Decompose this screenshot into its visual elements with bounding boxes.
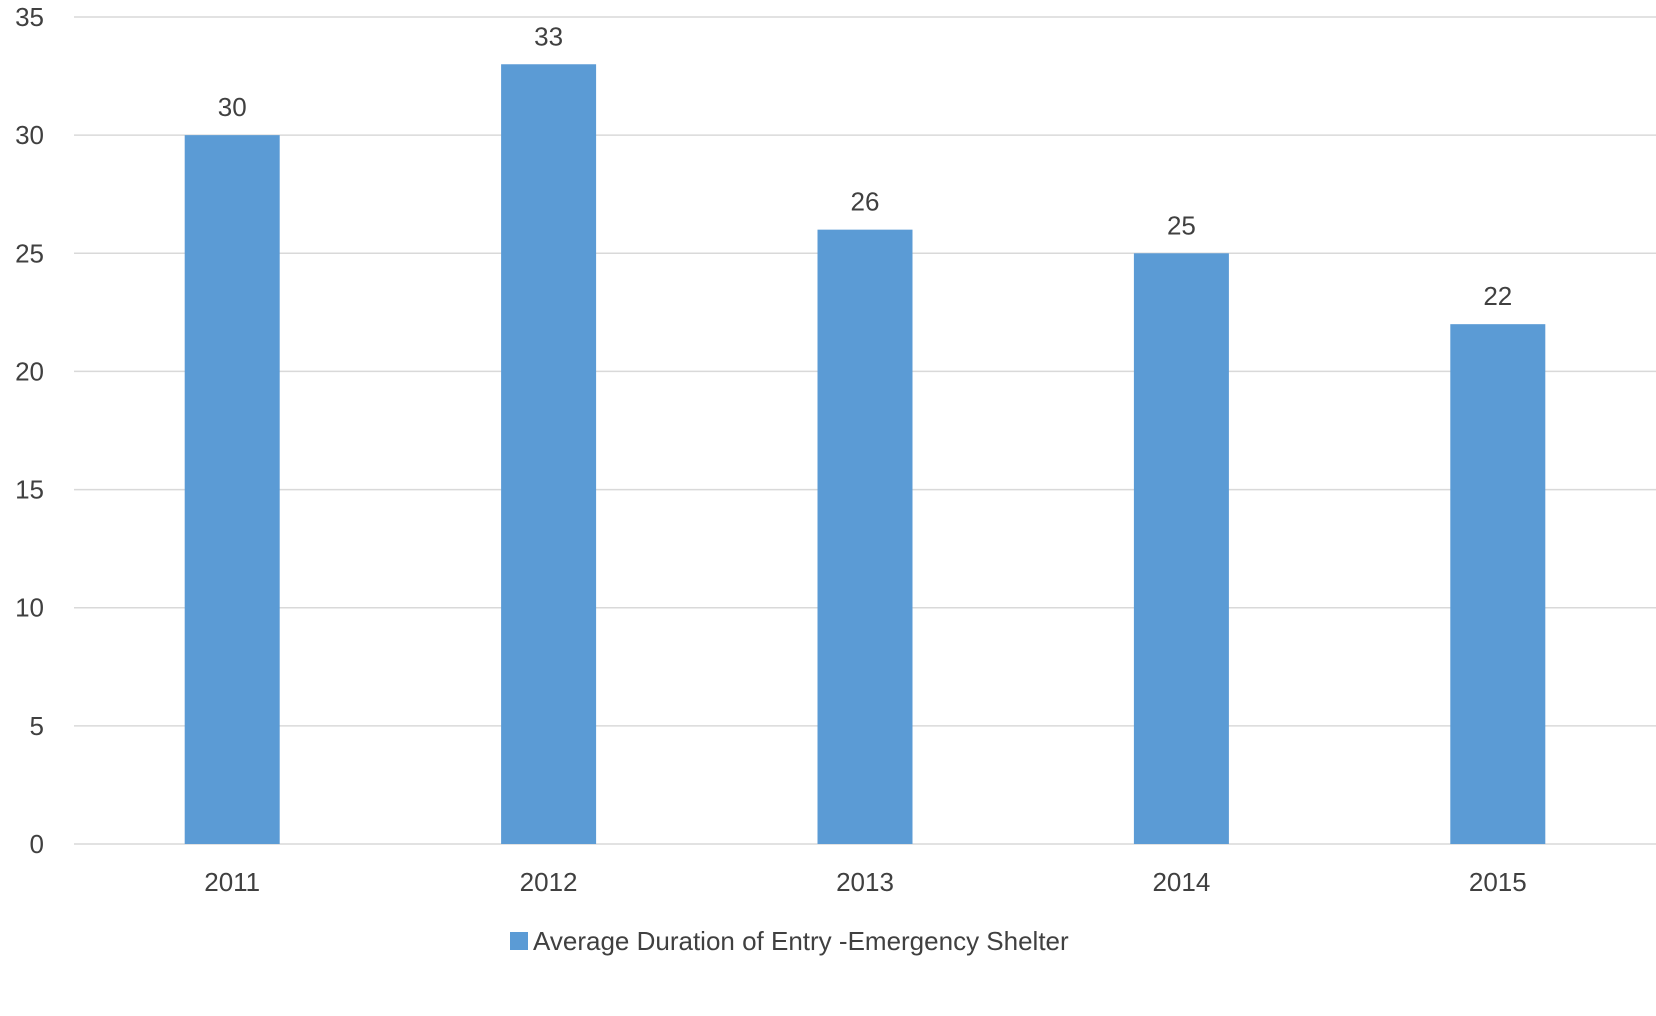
y-tick-label: 20: [15, 356, 44, 386]
y-tick-label: 15: [15, 475, 44, 505]
data-label-2013: 26: [851, 187, 880, 217]
legend-swatch: [510, 932, 528, 950]
data-label-2011: 30: [218, 92, 247, 122]
bar-2012: [501, 64, 597, 844]
y-tick-label: 35: [15, 2, 44, 32]
data-label-2012: 33: [534, 21, 563, 51]
bars: [184, 64, 1546, 845]
x-tick-label-2011: 2011: [204, 867, 260, 897]
x-axis-ticks: 2011 2012 2013 2014 2015: [204, 867, 1526, 897]
bar-2015: [1450, 324, 1546, 845]
legend-label: Average Duration of Entry -Emergency She…: [533, 926, 1069, 956]
y-tick-label: 0: [30, 829, 44, 859]
x-tick-label-2015: 2015: [1469, 867, 1527, 897]
y-tick-label: 25: [15, 238, 44, 268]
y-axis-ticks: 0 5 10 15 20 25 30 35: [15, 2, 44, 859]
bar-2011: [184, 135, 280, 845]
y-tick-label: 5: [30, 711, 44, 741]
x-tick-label-2012: 2012: [520, 867, 578, 897]
legend: Average Duration of Entry -Emergency She…: [510, 926, 1069, 956]
data-labels: 30 33 26 25 22: [218, 21, 1513, 311]
data-label-2015: 22: [1483, 281, 1512, 311]
data-label-2014: 25: [1167, 210, 1196, 240]
bar-2013: [817, 229, 913, 844]
x-tick-label-2013: 2013: [836, 867, 894, 897]
y-tick-label: 30: [15, 120, 44, 150]
x-tick-label-2014: 2014: [1152, 867, 1210, 897]
y-tick-label: 10: [15, 593, 44, 623]
bar-2014: [1133, 253, 1229, 845]
